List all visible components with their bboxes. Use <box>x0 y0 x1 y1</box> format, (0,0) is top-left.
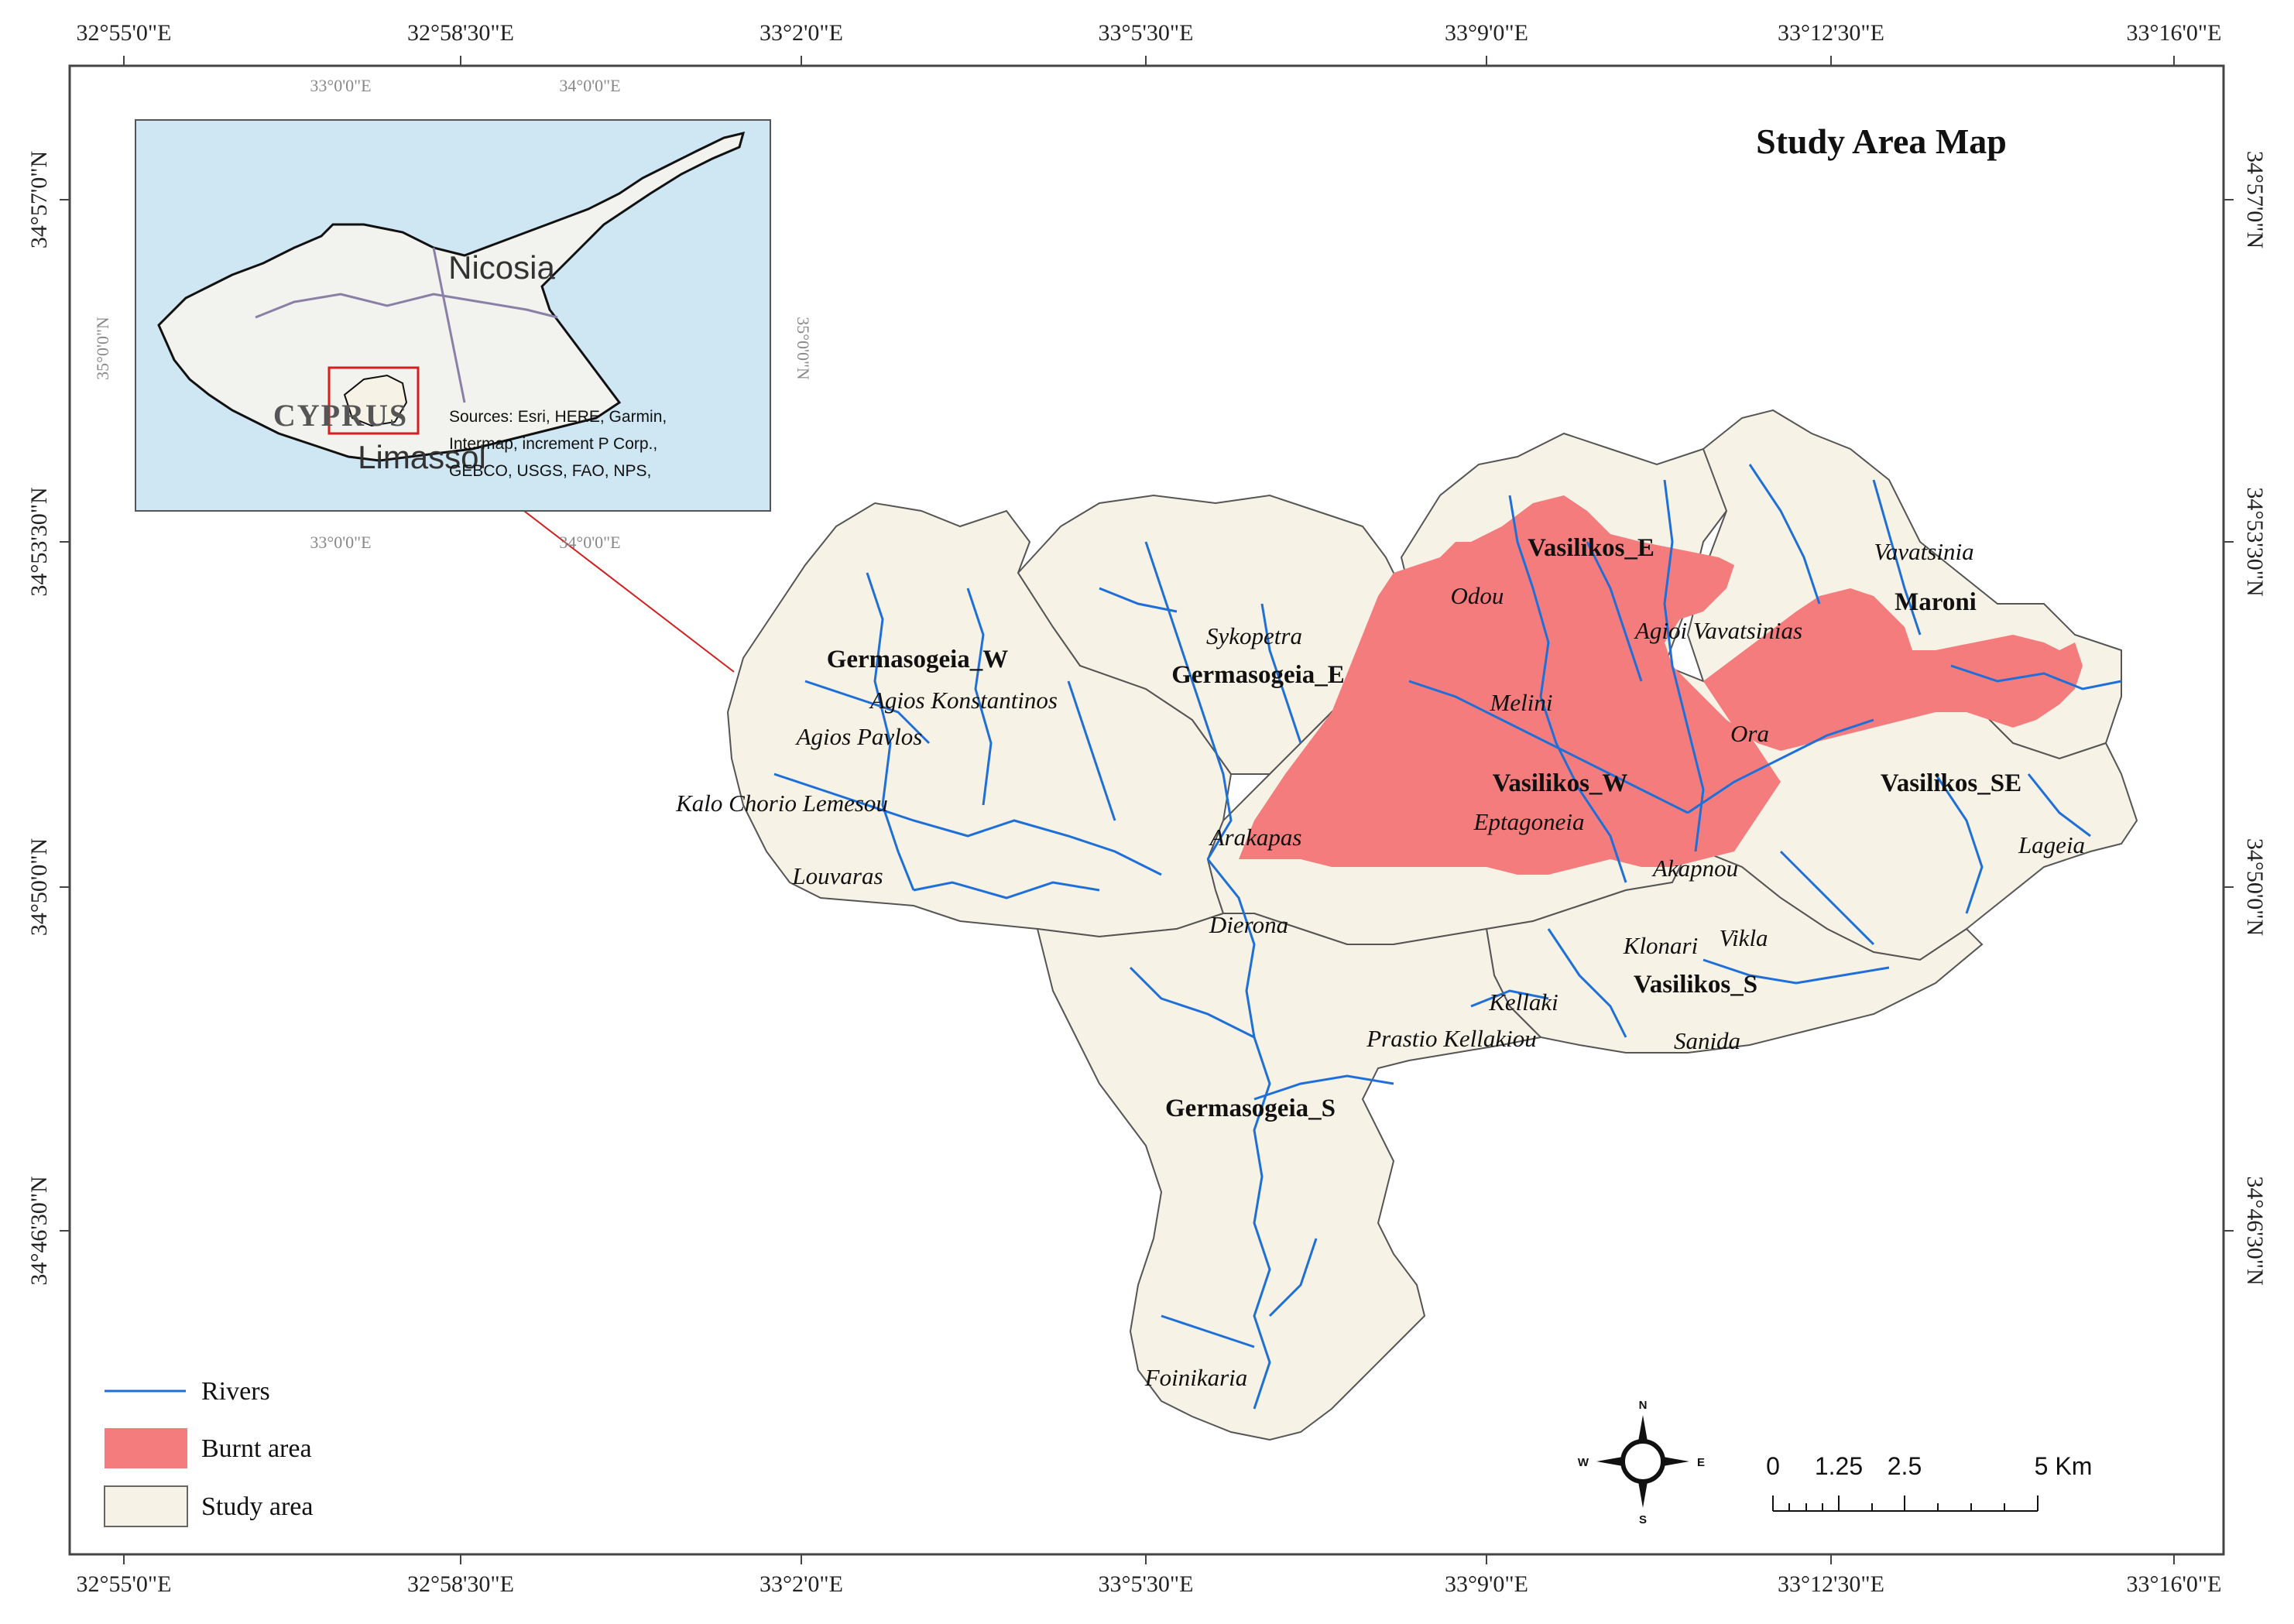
village-label-2: Agios Pavlos <box>795 723 923 750</box>
village-label-14: Akapnou <box>1651 855 1738 882</box>
compass-arrow-w <box>1596 1457 1623 1466</box>
village-label-4: Louvaras <box>791 862 883 889</box>
inset-highlight-box <box>327 366 420 435</box>
scale-bar: 0 1.25 2.5 5 Km <box>1766 1452 2093 1512</box>
rivers <box>773 464 2122 1410</box>
inset-coord-top-1: 33°0'0"E <box>310 76 371 95</box>
legend-study-symbol <box>104 1485 188 1527</box>
basin-label-7: Vasilikos_S <box>1634 971 1757 999</box>
village-label-9: Melini <box>1490 689 1553 716</box>
basin-label-3: Vasilikos_E <box>1528 534 1654 562</box>
basin-label-4: Maroni <box>1895 588 1977 616</box>
basin-label-5: Vasilikos_W <box>1493 769 1628 797</box>
inset-sources-line-2: Intermap, increment P Corp., <box>449 435 657 453</box>
scale-ticks <box>1772 1496 2039 1511</box>
legend-burnt-label: Burnt area <box>201 1434 312 1463</box>
village-label-8: Odou <box>1451 582 1504 609</box>
coord-top-6: 33°12'30"E <box>1778 20 1884 46</box>
coord-left-3: 34°50'0"N <box>26 838 52 936</box>
inset-coord-bottom-2: 34°0'0"E <box>559 533 620 552</box>
basin-label-6: Vasilikos_SE <box>1881 769 2021 797</box>
coord-bottom-5: 33°9'0"E <box>1445 1571 1528 1597</box>
village-label-20: Lageia <box>2018 831 2085 858</box>
scale-label-1: 1.25 <box>1815 1452 1863 1480</box>
frame-ticks <box>60 56 2234 1564</box>
coord-right-2: 34°53'30"N <box>2242 487 2268 596</box>
basin-label-1: Germasogeia_W <box>827 646 1009 673</box>
coord-left-4: 34°46'30"N <box>26 1176 52 1285</box>
legend-burnt-symbol <box>105 1428 187 1468</box>
legend-rivers-label: Rivers <box>201 1377 270 1406</box>
coord-top-1: 32°55'0"E <box>77 20 172 46</box>
coord-top-5: 33°9'0"E <box>1445 20 1528 46</box>
scale-label-3: 5 Km <box>2035 1452 2093 1480</box>
inset-country-label: CYPRUS <box>273 398 408 433</box>
coord-bottom-2: 32°58'30"E <box>407 1571 514 1597</box>
village-label-5: Sykopetra <box>1206 622 1302 649</box>
compass-arrow-s <box>1638 1482 1648 1508</box>
compass-n: N <box>1639 1399 1648 1412</box>
coord-top-2: 32°58'30"E <box>407 20 514 46</box>
inset-map: Nicosia CYPRUS Limassol Sources: Esri, H… <box>93 76 813 552</box>
inset-coord-top-2: 34°0'0"E <box>559 76 620 95</box>
village-label-11: Vavatsinia <box>1874 538 1973 565</box>
coord-bottom-1: 32°55'0"E <box>77 1571 172 1597</box>
north-arrow: N S E W <box>1578 1399 1705 1526</box>
burnt-area <box>1239 495 2083 875</box>
inset-city-nicosia: Nicosia <box>448 249 555 286</box>
inset-coord-right: 35°0'0"N <box>794 317 813 380</box>
compass-s: S <box>1639 1513 1647 1526</box>
inset-roads <box>255 293 558 319</box>
coord-bottom-4: 33°5'30"E <box>1099 1571 1194 1597</box>
coord-bottom-3: 33°2'0"E <box>760 1571 843 1597</box>
village-label-12: Ora <box>1730 720 1769 747</box>
coord-right-3: 34°50'0"N <box>2242 838 2268 936</box>
compass-arrow-n <box>1638 1415 1648 1441</box>
map-title: Study Area Map <box>1756 122 2007 161</box>
coord-top-3: 33°2'0"E <box>760 20 843 46</box>
inset-sources-line-3: GEBCO, USGS, FAO, NPS, <box>449 462 651 480</box>
coord-bottom-7: 33°16'0"E <box>2127 1571 2222 1597</box>
coord-top-7: 33°16'0"E <box>2127 20 2222 46</box>
coord-left-1: 34°57'0"N <box>26 151 52 248</box>
village-label-3: Kalo Chorio Lemesou <box>675 790 888 817</box>
compass-arrow-e <box>1663 1457 1689 1466</box>
inset-sources-line-1: Sources: Esri, HERE, Garmin, <box>449 408 667 426</box>
coord-top-4: 33°5'30"E <box>1099 20 1194 46</box>
village-label-6: Arakapas <box>1209 824 1302 851</box>
village-label-19: Sanida <box>1674 1027 1740 1054</box>
inset-city-limassol: Limassol <box>358 439 486 475</box>
basin-label-2: Germasogeia_E <box>1171 661 1345 689</box>
legend: Rivers Burnt area Study area <box>104 1377 313 1527</box>
village-label-13: Eptagoneia <box>1473 808 1585 835</box>
inset-roads-2 <box>432 247 466 403</box>
coord-right-4: 34°46'30"N <box>2242 1176 2268 1285</box>
village-label-15: Klonari <box>1623 932 1698 959</box>
inset-coord-left: 35°0'0"N <box>93 317 112 380</box>
compass-w: W <box>1578 1456 1589 1469</box>
basin-label-8: Germasogeia_S <box>1165 1095 1336 1122</box>
coord-right-1: 34°57'0"N <box>2242 151 2268 248</box>
village-label-7: Dierona <box>1209 911 1288 938</box>
compass-ring <box>1620 1439 1665 1484</box>
coord-bottom-6: 33°12'30"E <box>1778 1571 1884 1597</box>
inset-coord-bottom-1: 33°0'0"E <box>310 533 371 552</box>
compass-e: E <box>1697 1456 1705 1469</box>
study-area <box>726 409 2138 1441</box>
inset-study-area <box>343 374 408 427</box>
village-label-18: Prastio Kellakiou <box>1366 1025 1537 1052</box>
village-label-16: Vikla <box>1719 924 1768 951</box>
scale-label-0: 0 <box>1766 1452 1780 1480</box>
village-label-17: Kellaki <box>1488 988 1558 1016</box>
village-label-10: Agioi Vavatsinias <box>1634 617 1802 644</box>
village-label-21: Foinikaria <box>1144 1364 1248 1391</box>
village-label-1: Agios Konstantinos <box>869 687 1058 714</box>
scale-label-2: 2.5 <box>1888 1452 1922 1480</box>
coord-left-2: 34°53'30"N <box>26 487 52 596</box>
legend-study-label: Study area <box>201 1492 313 1521</box>
